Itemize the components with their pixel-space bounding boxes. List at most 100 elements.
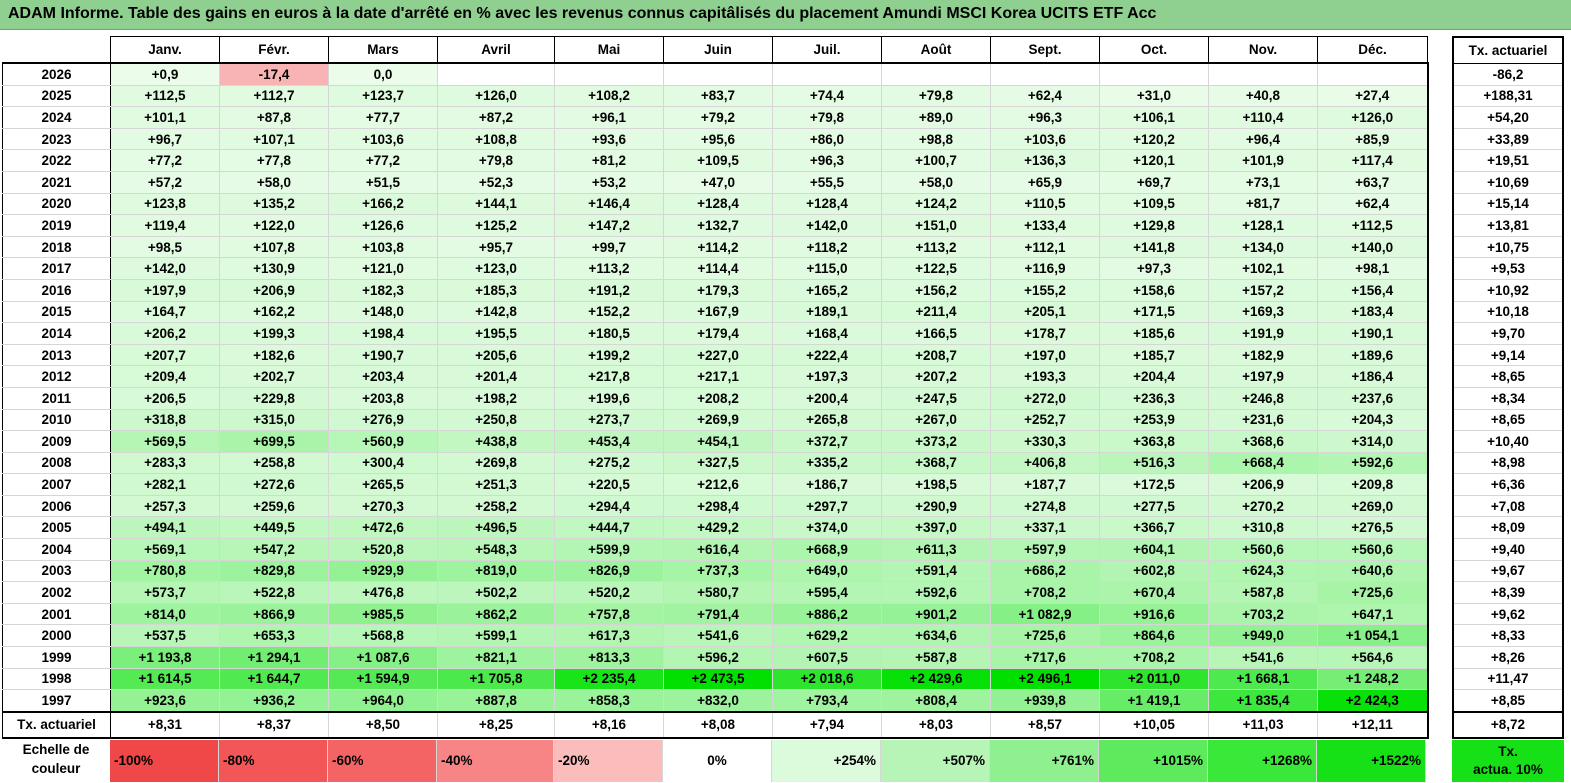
gain-cell: +152,2 <box>554 300 664 324</box>
gain-cell: +156,4 <box>1317 278 1429 302</box>
actuarial-rate-row: +8,39 <box>1452 581 1564 604</box>
gain-cell: +569,5 <box>110 430 220 453</box>
actuarial-rate-row: +9,70 <box>1452 322 1564 345</box>
gain-cell: +617,3 <box>554 624 664 648</box>
gain-cell: +96,7 <box>110 127 220 151</box>
gain-cell: +190,1 <box>1317 322 1429 345</box>
gain-cell: +327,5 <box>663 451 773 475</box>
gain-cell: +595,4 <box>772 581 882 604</box>
gain-cell: +227,0 <box>663 343 773 367</box>
gain-cell: +372,7 <box>772 430 882 453</box>
gain-cell: +258,2 <box>437 494 555 518</box>
gain-cell: +77,8 <box>219 149 329 172</box>
gain-cell: +449,5 <box>219 516 329 540</box>
gain-cell: +274,8 <box>990 494 1100 518</box>
gain-cell: +167,9 <box>663 300 773 324</box>
gain-cell: +923,6 <box>110 689 220 713</box>
year-row: 2025 +112,5 +112,7 +123,7 +126,0 +108,2 +83,7 +… <box>2 84 1429 108</box>
gain-cell: +109,5 <box>1099 192 1209 216</box>
actuarial-rate-cell: +8,65 <box>1452 365 1564 388</box>
actuarial-rate-row: +9,67 <box>1452 560 1564 583</box>
actuarial-rate-cell: +10,92 <box>1452 279 1564 302</box>
gain-cell: +77,2 <box>328 149 438 172</box>
color-scale-cell: -100% <box>110 740 219 782</box>
year-label: 2004 <box>2 538 111 561</box>
gain-cell: +73,1 <box>1208 170 1318 194</box>
actuarial-cell: +8,16 <box>554 710 664 739</box>
gain-cell: +275,2 <box>554 451 664 475</box>
actuarial-rate-row: +10,69 <box>1452 171 1564 194</box>
year-label: 2014 <box>2 322 111 345</box>
gain-cell: +178,7 <box>990 322 1100 345</box>
year-row: 2004 +569,1 +547,2 +520,8 +548,3 +599,9 +616,4… <box>2 538 1429 561</box>
gain-cell: +258,8 <box>219 451 329 475</box>
gain-cell: +151,0 <box>881 214 991 237</box>
color-scale-actuarial-line2: actua. 10% <box>1473 762 1543 777</box>
gain-cell: +560,6 <box>1317 538 1429 561</box>
year-label: 2016 <box>2 278 111 302</box>
gain-cell: +120,1 <box>1099 149 1209 172</box>
gain-cell: +580,7 <box>663 581 773 604</box>
gain-cell: +183,4 <box>1317 300 1429 324</box>
gain-cell: +206,9 <box>1208 473 1318 496</box>
gain-cell: +252,7 <box>990 408 1100 432</box>
color-scale-cell: +1268% <box>1208 740 1317 782</box>
gain-cell: +99,7 <box>554 235 664 259</box>
year-label: 2009 <box>2 430 111 453</box>
year-label: 2007 <box>2 473 111 496</box>
gain-cell: +476,8 <box>328 581 438 604</box>
gain-cell: +310,8 <box>1208 516 1318 540</box>
gain-cell: +300,4 <box>328 451 438 475</box>
gain-cell: +1 087,6 <box>328 646 438 669</box>
gain-cell: +202,7 <box>219 365 329 388</box>
gain-cell: +429,2 <box>663 516 773 540</box>
gain-cell: +31,0 <box>1099 84 1209 108</box>
year-row: 2023 +96,7 +107,1 +103,6 +108,8 +93,6 +95,6 +86… <box>2 127 1429 151</box>
year-label: 2013 <box>2 343 111 367</box>
year-label: 2024 <box>2 106 111 129</box>
month-header: Juil. <box>772 36 882 64</box>
gain-cell: +197,0 <box>990 343 1100 367</box>
color-scale-cell: -60% <box>328 740 437 782</box>
gain-cell: +122,0 <box>219 214 329 237</box>
actuarial-rate-cell: +10,40 <box>1452 430 1564 453</box>
gain-cell: +162,2 <box>219 300 329 324</box>
gain-cell: +206,2 <box>110 322 220 345</box>
year-row: 2008 +283,3 +258,8 +300,4 +269,8 +275,2 +327,5… <box>2 451 1429 475</box>
gain-cell: +101,9 <box>1208 149 1318 172</box>
gain-cell: +708,2 <box>1099 646 1209 669</box>
gain-cell: +207,7 <box>110 343 220 367</box>
gain-cell: +438,8 <box>437 430 555 453</box>
actuarial-rate-row: +10,75 <box>1452 236 1564 259</box>
gain-cell: +108,2 <box>554 84 664 108</box>
gain-cell: +887,8 <box>437 689 555 713</box>
gain-cell: +93,6 <box>554 127 664 151</box>
gain-cell: +205,1 <box>990 300 1100 324</box>
actuarial-rate-cell: +10,69 <box>1452 171 1564 194</box>
gain-cell: +101,1 <box>110 106 220 129</box>
gain-cell: +1 614,5 <box>110 667 220 691</box>
gain-cell: +203,4 <box>328 365 438 388</box>
gain-cell: +62,4 <box>990 84 1100 108</box>
gain-cell: +142,8 <box>437 300 555 324</box>
gain-cell: +368,7 <box>881 451 991 475</box>
gain-cell: +95,6 <box>663 127 773 151</box>
gain-cell: +607,5 <box>772 646 882 669</box>
actuarial-rate-row: +10,40 <box>1452 430 1564 453</box>
gain-cell: +198,2 <box>437 386 555 410</box>
gain-cell: +204,4 <box>1099 365 1209 388</box>
month-header: Janv. <box>110 36 220 64</box>
year-label: 2006 <box>2 494 111 518</box>
gain-cell: +290,9 <box>881 494 991 518</box>
gain-cell: +315,0 <box>219 408 329 432</box>
gain-cell: +298,4 <box>663 494 773 518</box>
gain-cell: +96,3 <box>772 149 882 172</box>
gain-cell: +198,5 <box>881 473 991 496</box>
gain-cell: +107,8 <box>219 235 329 259</box>
actuarial-cell: +8,50 <box>328 710 438 739</box>
year-row: 2012 +209,4 +202,7 +203,4 +201,4 +217,8 +217,1… <box>2 365 1429 388</box>
gain-cell: +454,1 <box>663 430 773 453</box>
gain-cell: +591,4 <box>881 559 991 583</box>
gain-cell: +113,2 <box>881 235 991 259</box>
gain-cell: +949,0 <box>1208 624 1318 648</box>
